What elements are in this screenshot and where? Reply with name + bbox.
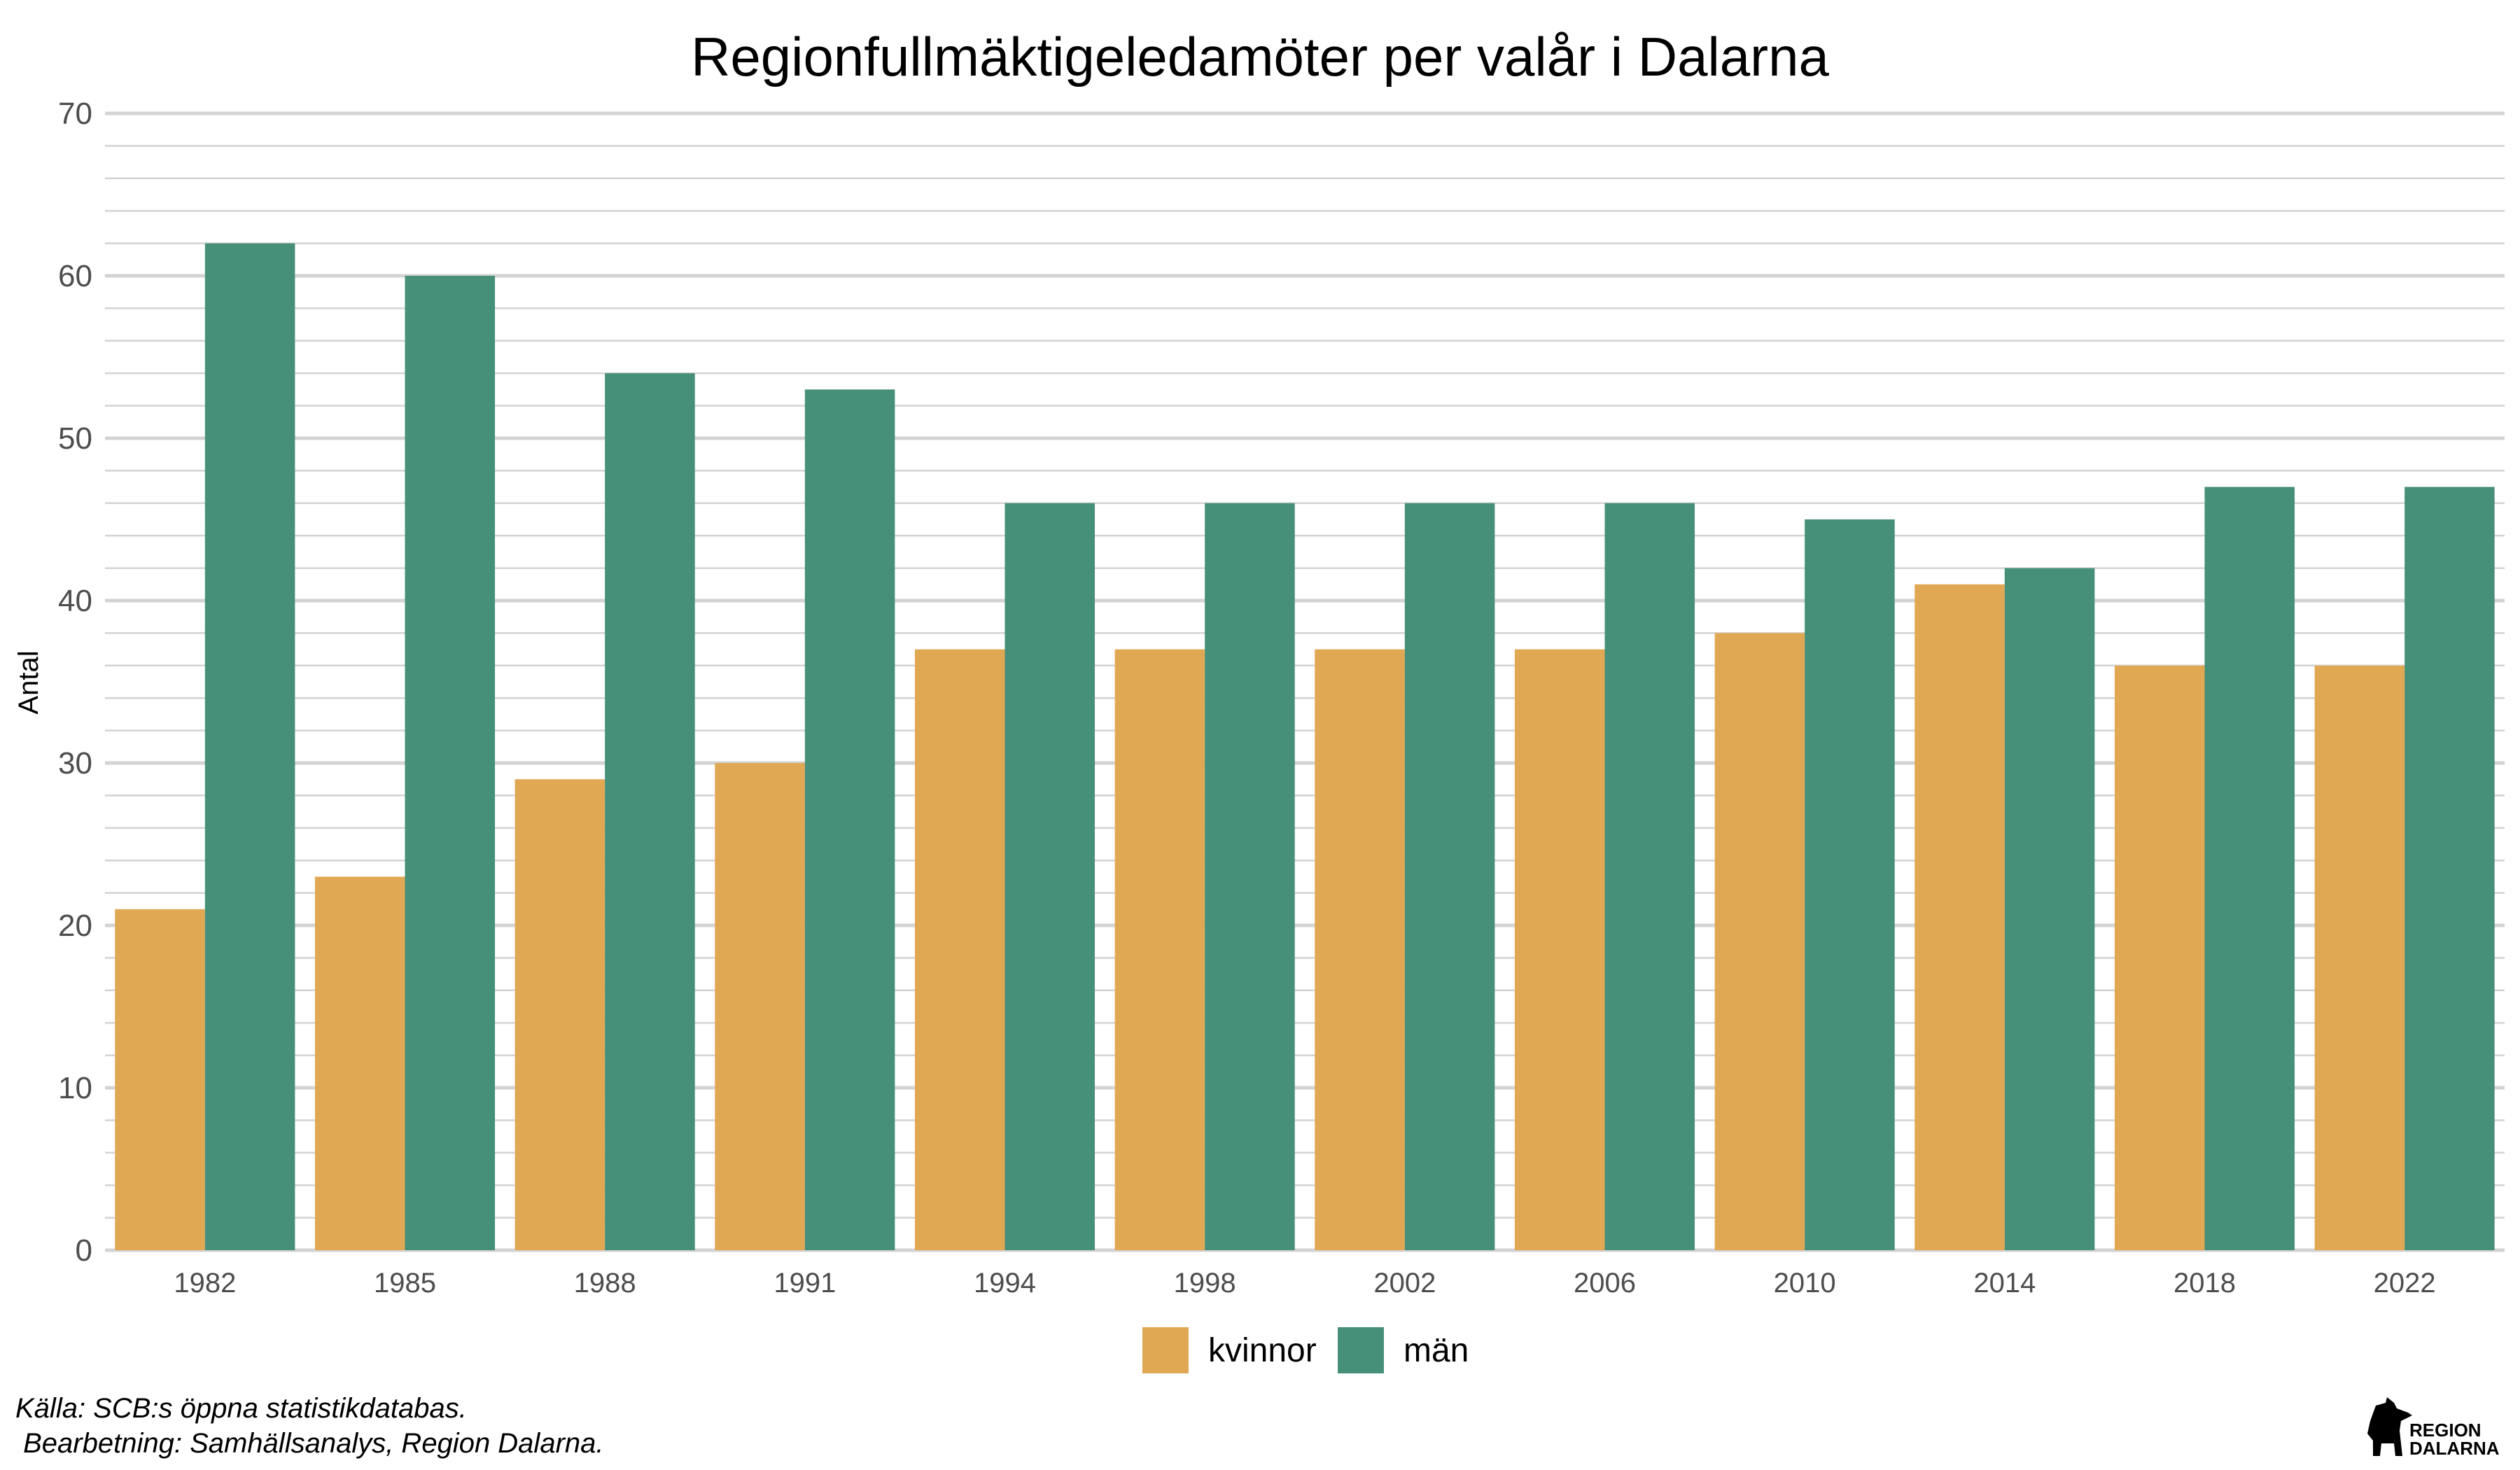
x-tick-label: 1998 [1174, 1268, 1236, 1298]
x-tick-label: 1982 [174, 1268, 236, 1298]
y-tick-label: 0 [76, 1233, 92, 1268]
bar-män-1991 [804, 389, 895, 1250]
y-tick-label: 50 [58, 421, 92, 456]
bar-kvinnor-2010 [1714, 633, 1805, 1250]
y-axis-label: Antal [13, 650, 44, 714]
bar-kvinnor-2018 [2114, 665, 2205, 1250]
x-tick-label: 1985 [374, 1268, 436, 1298]
bar-kvinnor-1985 [314, 876, 405, 1250]
y-tick-label: 60 [58, 259, 92, 293]
caption-processing: Bearbetning: Samhällsanalys, Region Dala… [15, 1428, 604, 1459]
x-tick-label: 2018 [2174, 1268, 2236, 1298]
bar-kvinnor-1991 [715, 763, 805, 1250]
x-tick-label: 1988 [574, 1268, 636, 1298]
y-tick-label: 40 [58, 584, 92, 618]
bar-kvinnor-2014 [1914, 584, 2005, 1250]
bar-kvinnor-1998 [1114, 649, 1205, 1250]
caption-source: Källa: SCB:s öppna statistikdatabas. [15, 1393, 467, 1424]
bar-kvinnor-1994 [914, 649, 1005, 1250]
legend-label-män: män [1404, 1332, 1469, 1369]
bar-män-2010 [1805, 519, 1895, 1250]
chart-title: Regionfullmäktigeledamöter per valår i D… [691, 26, 1829, 88]
bar-kvinnor-2022 [2314, 665, 2405, 1250]
x-tick-label: 2014 [1973, 1268, 2036, 1298]
y-tick-label: 10 [58, 1071, 92, 1105]
y-tick-label: 70 [58, 97, 92, 131]
x-tick-label: 2006 [1574, 1268, 1636, 1298]
logo-line1: REGION [2409, 1420, 2482, 1441]
bar-män-1994 [1004, 503, 1096, 1250]
y-tick-label: 20 [58, 909, 92, 943]
bars [115, 243, 2495, 1251]
bar-män-1988 [605, 373, 695, 1251]
bar-män-1985 [405, 276, 496, 1250]
dala-horse-icon [2367, 1397, 2412, 1456]
x-tick-label: 1991 [774, 1268, 836, 1298]
bar-män-2006 [1604, 503, 1695, 1250]
logo-line2: DALARNA [2409, 1438, 2500, 1459]
x-tick-label: 2010 [1774, 1268, 1836, 1298]
legend: kvinnor män [1142, 1327, 1469, 1373]
bar-män-1998 [1205, 503, 1295, 1250]
bar-kvinnor-1982 [115, 909, 205, 1250]
x-tick-label: 2002 [1373, 1268, 1436, 1298]
bar-kvinnor-2006 [1514, 649, 1605, 1250]
x-tick-label: 2022 [2374, 1268, 2436, 1298]
gridlines [105, 111, 2505, 1252]
y-tick-label: 30 [58, 746, 92, 780]
legend-swatch-män [1338, 1327, 1384, 1373]
y-axis-ticks: 0 10 20 30 40 50 60 70 [58, 97, 92, 1268]
bar-män-2014 [2004, 568, 2095, 1250]
region-dalarna-logo: REGION DALARNA [2367, 1397, 2500, 1459]
bar-kvinnor-2002 [1315, 649, 1405, 1250]
bar-män-2018 [2204, 486, 2295, 1250]
legend-swatch-kvinnor [1142, 1327, 1189, 1373]
legend-label-kvinnor: kvinnor [1208, 1332, 1317, 1369]
bar-män-2022 [2404, 486, 2495, 1250]
bar-män-2002 [1404, 503, 1495, 1250]
bar-män-1982 [204, 243, 295, 1251]
bar-kvinnor-1988 [514, 779, 606, 1250]
x-axis-ticks: 1982 1985 1988 1991 1994 1998 2002 2006 2010 2014… [174, 1268, 2435, 1298]
x-tick-label: 1994 [974, 1268, 1036, 1298]
